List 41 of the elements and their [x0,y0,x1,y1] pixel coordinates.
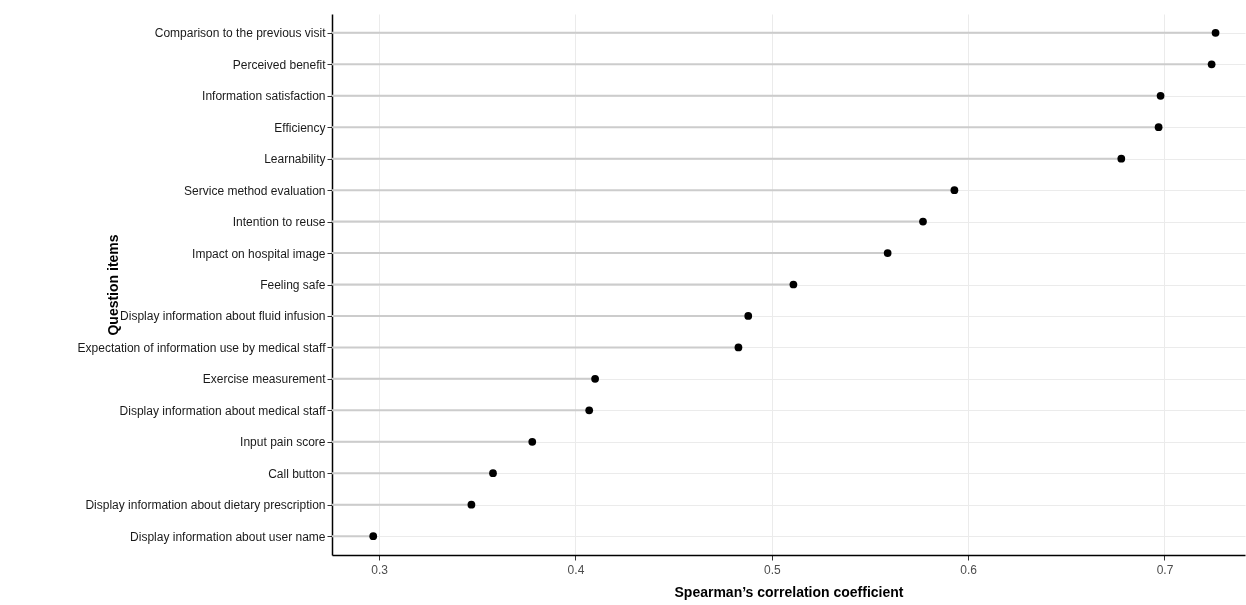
y-tick-label: Display information about dietary prescription [85,498,326,513]
y-tick-label: Service method evaluation [184,183,326,198]
x-tick-label: 0.5 [763,562,781,577]
y-tick-label: Comparison to the previous visit [154,26,327,41]
x-tick-label: 0.6 [960,562,978,577]
y-tick-label: Information satisfaction [202,89,326,104]
point [369,532,378,540]
y-tick-label: Perceived benefit [232,57,327,72]
x-tick-label: 0.4 [567,562,585,577]
y-tick-label: Display information about fluid infusion [120,309,326,324]
point [585,406,594,415]
y-tick-label: Exercise measurement [202,372,327,387]
y-tick-label: Display information about medical staff [119,403,327,418]
y-tick-label: Efficiency [274,120,326,135]
point [789,280,798,289]
point [1211,29,1220,37]
y-tick-label: Impact on hospital image [192,246,326,261]
point [467,500,476,509]
x-axis-title: Spearman’s correlation coefficient [674,583,904,600]
y-axis-title: Question items [104,234,121,336]
point [528,437,537,446]
x-tick-label: 0.7 [1156,562,1174,577]
y-tick-label: Display information about user name [130,529,326,544]
point [1156,91,1165,100]
y-tick-label: Feeling safe [260,278,326,292]
y-tick-label: Intention to reuse [232,215,326,230]
point [883,249,892,257]
y-tick-label: Call button [268,466,326,481]
point [919,217,927,226]
point [489,469,497,478]
y-tick-label: Expectation of information use by medical staff [77,340,327,355]
point [591,375,599,383]
x-tick-label: 0.3 [371,562,389,577]
point [1154,123,1163,132]
point [950,186,959,194]
point [1207,60,1216,69]
point [744,312,753,320]
y-tick-label: Learnability [264,152,326,167]
point [1117,154,1126,163]
y-tick-label: Input pain score [240,435,326,450]
point [734,343,743,352]
